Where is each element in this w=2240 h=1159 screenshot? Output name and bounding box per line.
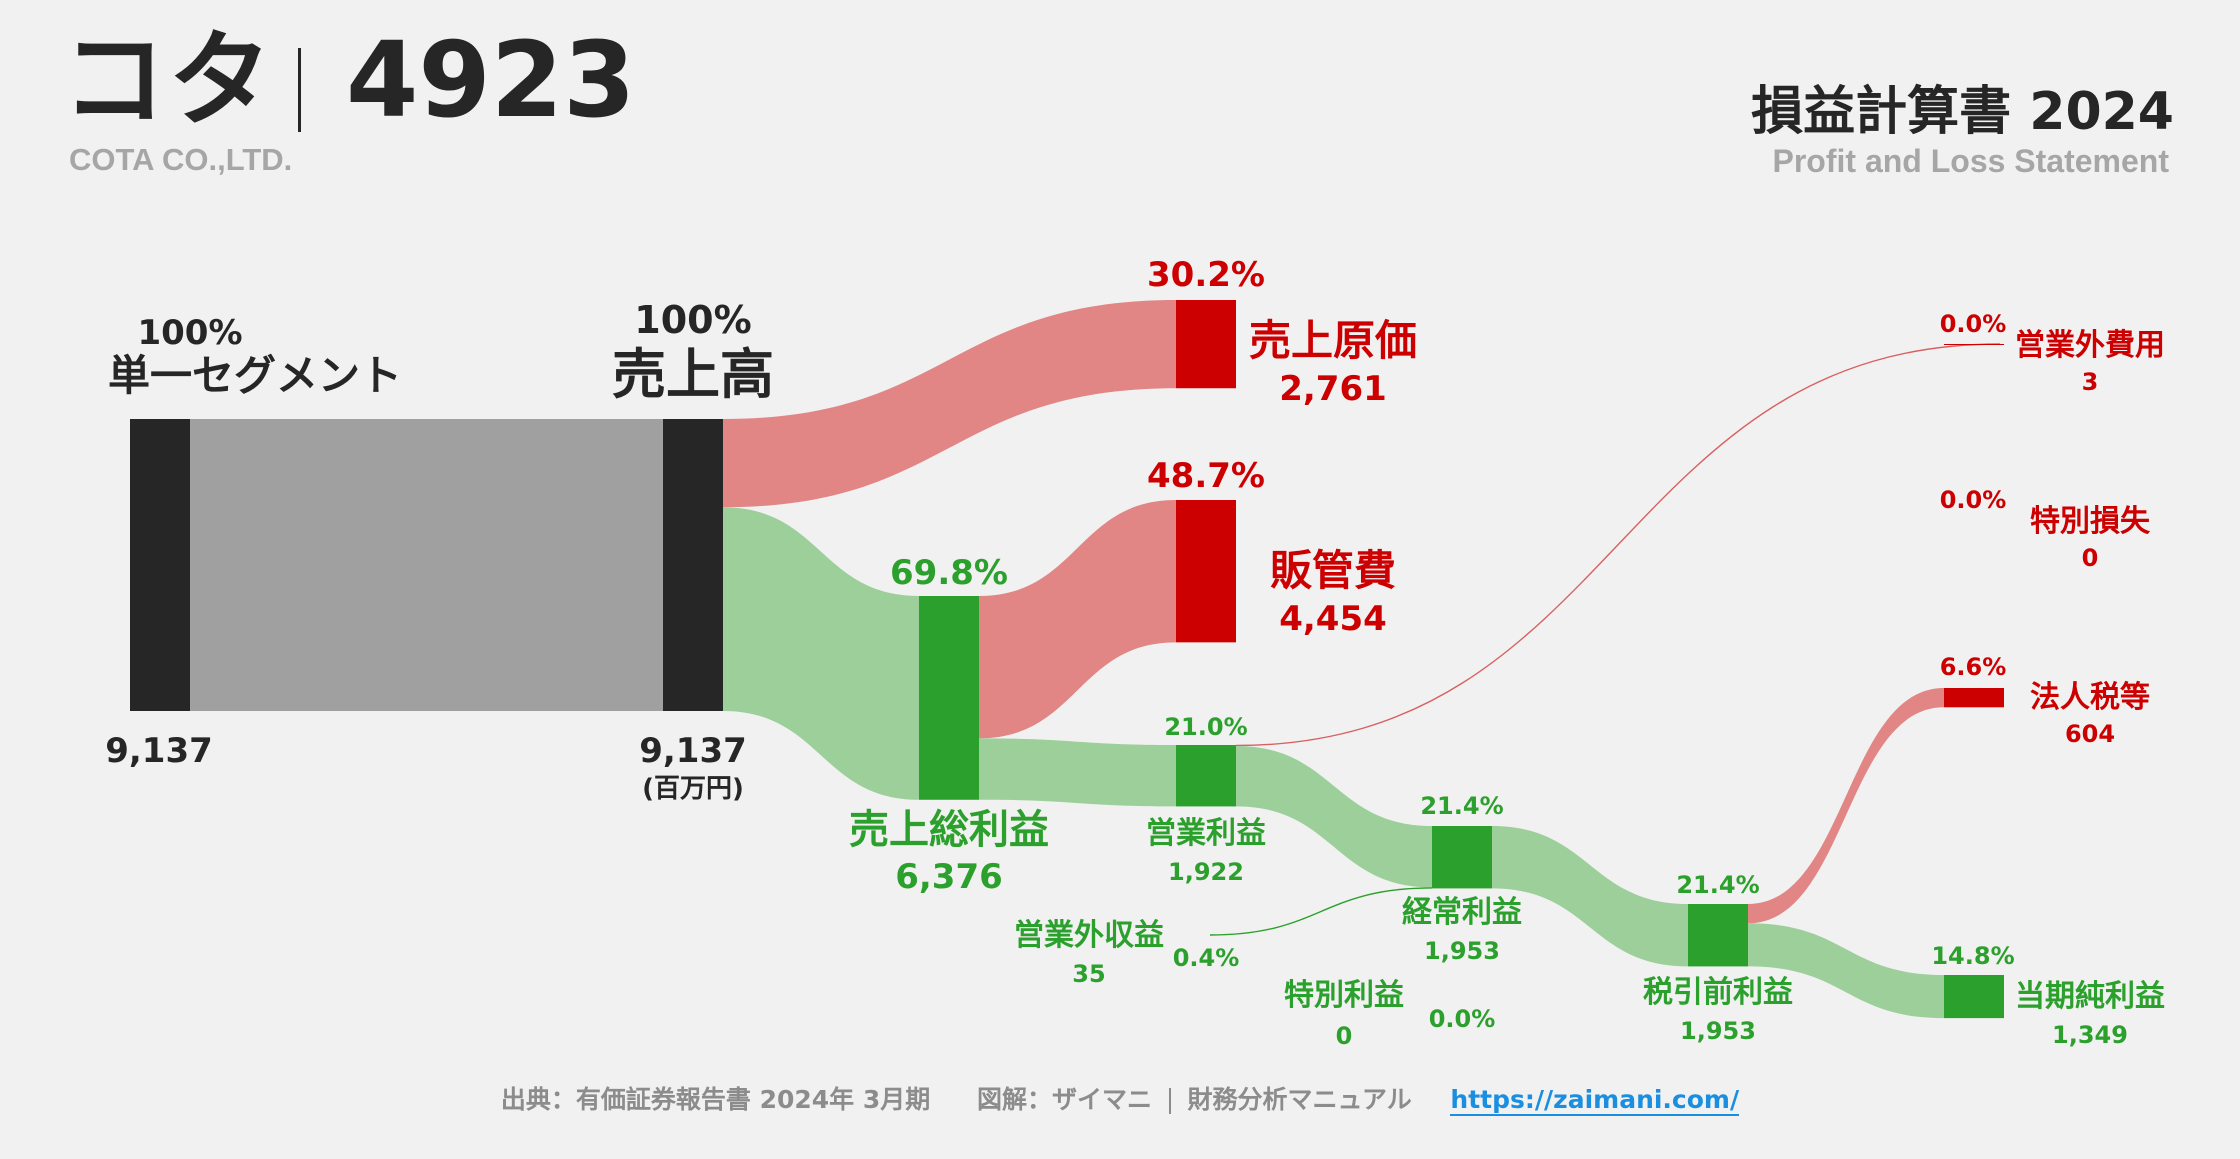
extraordinary-loss-label: 特別損失: [2030, 504, 2151, 539]
segment-percent: 100%: [137, 313, 242, 353]
footer-source: 出典：有価証券報告書 2024年 3月期: [500, 1085, 931, 1114]
title-separator: [298, 48, 301, 132]
flow-nonop-income-to-ordinary: [1209, 887, 1433, 936]
nonop-expense-value: 3: [2082, 368, 2099, 396]
nonop-income-label: 営業外収益: [1014, 918, 1164, 953]
ordinary-percent: 21.4%: [1420, 792, 1503, 820]
net-label: 当期純利益: [2015, 979, 2165, 1014]
statement-title: 損益計算書 2024: [1751, 82, 2174, 142]
node-operating-profit: [1176, 745, 1236, 807]
segment-value: 9,137: [105, 731, 213, 771]
ticker-code: 4923: [346, 19, 636, 141]
extraordinary-gain-value: 0: [1336, 1022, 1353, 1050]
company-name: コタ: [62, 19, 275, 141]
extraordinary-loss-percent: 0.0%: [1940, 486, 2007, 514]
pretax-value: 1,953: [1680, 1017, 1756, 1045]
flow-ordinary-to-pretax: [1492, 826, 1688, 967]
revenue-percent: 100%: [634, 298, 751, 342]
cogs-value: 2,761: [1279, 369, 1387, 409]
flow-segment-to-revenue: [190, 419, 663, 711]
footer-credit: 図解：ザイマニ: [976, 1085, 1152, 1114]
node-net-profit: [1944, 975, 2004, 1019]
flow-pretax-to-net: [1748, 923, 1944, 1019]
sga-percent: 48.7%: [1147, 456, 1265, 496]
footer: 出典：有価証券報告書 2024年 3月期 図解：ザイマニ 財務分析マニュアル h…: [0, 1080, 2240, 1116]
operating-percent: 21.0%: [1164, 713, 1247, 741]
node-tax: [1944, 688, 2004, 708]
flow-gross-to-operating: [979, 738, 1176, 807]
node-revenue: [663, 419, 723, 711]
footer-separator: [1168, 1088, 1171, 1114]
flow-pretax-to-tax: [1748, 688, 1944, 924]
tax-percent: 6.6%: [1940, 653, 2007, 681]
operating-label: 営業利益: [1146, 816, 1266, 851]
footer-url-link[interactable]: https://zaimani.com/: [1450, 1085, 1740, 1116]
sga-label: 販管費: [1270, 546, 1396, 595]
flow-gross-to-sga: [979, 500, 1176, 739]
pretax-percent: 21.4%: [1676, 871, 1759, 899]
tax-value: 604: [2065, 720, 2115, 748]
ordinary-label: 経常利益: [1402, 895, 1522, 930]
node-cogs: [1176, 300, 1236, 389]
node-nonop-expense: [1944, 344, 2004, 345]
statement-subtitle: Profit and Loss Statement: [1772, 143, 2170, 179]
revenue-label: 売上高: [612, 343, 774, 406]
pretax-label: 税引前利益: [1643, 975, 1793, 1010]
cogs-percent: 30.2%: [1147, 255, 1265, 295]
footer-site-name: 財務分析マニュアル: [1187, 1085, 1412, 1114]
flow-operating-to-nonop-expense: [1235, 343, 2001, 747]
sga-value: 4,454: [1279, 599, 1387, 639]
unit-label: (百万円): [642, 774, 744, 804]
extraordinary-gain-label: 特別利益: [1284, 978, 1404, 1013]
node-sga: [1176, 500, 1236, 643]
revenue-value: 9,137: [639, 731, 747, 771]
flow-operating-to-ordinary: [1236, 746, 1432, 888]
net-percent: 14.8%: [1931, 942, 2014, 970]
company-english-name: COTA CO.,LTD.: [69, 142, 293, 177]
extraordinary-gain-percent: 0.0%: [1429, 1005, 1496, 1033]
gross-value: 6,376: [895, 857, 1003, 897]
ordinary-value: 1,953: [1424, 937, 1500, 965]
node-gross-profit: [919, 596, 979, 800]
extraordinary-loss-value: 0: [2082, 544, 2099, 572]
nonop-expense-percent: 0.0%: [1940, 310, 2007, 338]
operating-value: 1,922: [1168, 858, 1244, 886]
cogs-label: 売上原価: [1249, 316, 1417, 365]
tax-label: 法人税等: [2030, 680, 2150, 715]
nonop-income-value: 35: [1072, 960, 1105, 988]
flow-revenue-to-gross: [723, 507, 919, 800]
nonop-income-percent: 0.4%: [1173, 944, 1240, 972]
node-pretax-profit: [1688, 904, 1748, 967]
gross-label: 売上総利益: [849, 807, 1049, 853]
nonop-expense-label: 営業外費用: [2015, 328, 2165, 363]
node-ordinary-profit: [1432, 826, 1492, 889]
net-value: 1,349: [2052, 1021, 2128, 1049]
flow-revenue-to-cogs: [723, 300, 1176, 508]
gross-percent: 69.8%: [890, 553, 1008, 593]
node-segment: [130, 419, 190, 711]
segment-label: 単一セグメント: [108, 351, 402, 400]
